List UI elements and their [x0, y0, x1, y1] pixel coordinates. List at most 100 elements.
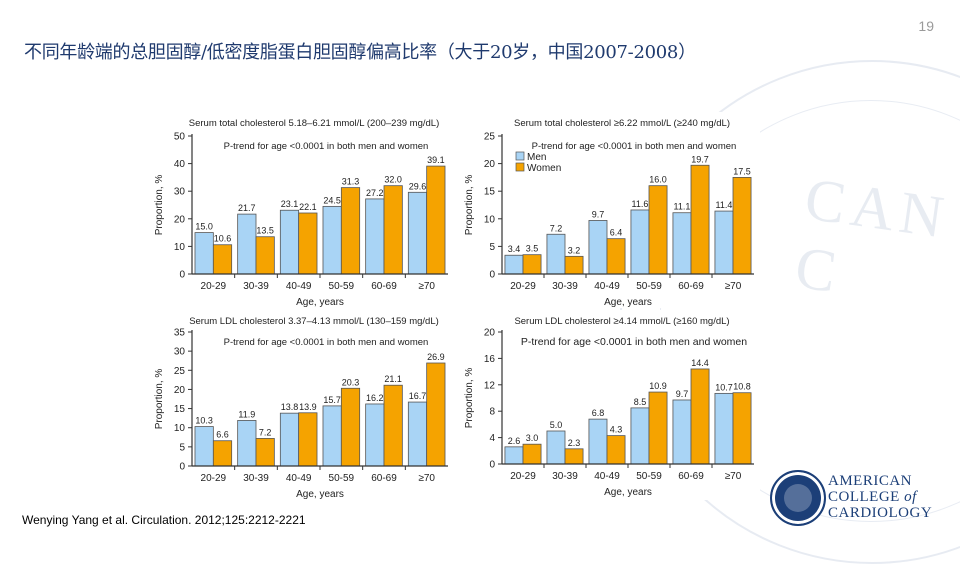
- x-tick-label: 40-49: [594, 471, 620, 482]
- legend-label-men: Men: [527, 152, 546, 163]
- data-label: 8.5: [634, 397, 647, 407]
- logo-line-3: CARDIOLOGY: [828, 505, 933, 521]
- data-label: 23.1: [281, 199, 299, 209]
- bar-women: [298, 412, 318, 467]
- x-tick-label: 20-29: [201, 281, 227, 292]
- bar-men: [322, 405, 342, 467]
- data-label: 22.1: [299, 202, 317, 212]
- x-tick-label: 40-49: [594, 281, 620, 292]
- data-label: 6.6: [216, 430, 229, 440]
- data-label: 19.7: [691, 154, 709, 164]
- bar-men: [630, 407, 650, 465]
- background-watermark-text: CAN C: [791, 165, 954, 306]
- bar-men: [504, 446, 524, 465]
- data-label: 7.2: [550, 223, 563, 233]
- p-trend-annotation: P-trend for age <0.0001 in both men and …: [532, 141, 737, 152]
- data-label: 13.5: [256, 226, 274, 236]
- x-tick-label: 50-59: [636, 281, 662, 292]
- bar-men: [504, 254, 524, 275]
- bar-men: [588, 220, 608, 275]
- data-label: 31.3: [342, 177, 360, 187]
- x-tick-label: 50-59: [329, 473, 355, 484]
- x-tick-label: ≥70: [725, 471, 742, 482]
- x-axis-label: Age, years: [296, 489, 344, 500]
- data-label: 11.9: [238, 409, 255, 419]
- y-tick-label: 0: [179, 270, 185, 281]
- y-tick-label: 25: [174, 366, 186, 377]
- data-label: 5.0: [550, 420, 563, 430]
- data-label: 39.1: [427, 155, 445, 165]
- x-tick-label: 30-39: [243, 281, 269, 292]
- bar-women: [606, 435, 626, 465]
- slide-title: 不同年龄端的总胆固醇/低密度脂蛋白胆固醇偏高比率（大于20岁，中国2007-20…: [24, 42, 696, 63]
- bar-men: [672, 399, 692, 465]
- bar-men: [672, 212, 692, 275]
- data-label: 11.1: [674, 202, 691, 212]
- bar-women: [212, 440, 233, 467]
- chart-ldl-high: Serum LDL cholesterol ≥4.14 mmol/L (≥160…: [460, 310, 760, 500]
- y-tick-label: 30: [174, 187, 186, 198]
- chart-title: Serum total cholesterol ≥6.22 mmol/L (≥2…: [514, 118, 730, 129]
- y-tick-label: 5: [179, 442, 185, 453]
- p-trend-annotation: P-trend for age <0.0001 in both men and …: [224, 141, 429, 152]
- bar-women: [212, 244, 233, 275]
- y-tick-label: 0: [489, 270, 495, 281]
- data-label: 13.9: [299, 402, 317, 412]
- x-tick-label: 20-29: [510, 281, 536, 292]
- bar-men: [714, 210, 734, 275]
- bar-men: [588, 418, 608, 465]
- data-label: 16.0: [649, 175, 667, 185]
- data-label: 10.7: [715, 382, 733, 392]
- legend-swatch-men: [515, 151, 525, 161]
- bar-women: [690, 368, 710, 465]
- bar-men: [714, 392, 734, 465]
- data-label: 7.2: [259, 427, 272, 437]
- y-tick-label: 0: [489, 460, 495, 471]
- bar-women: [298, 212, 318, 275]
- data-label: 14.4: [691, 358, 709, 368]
- y-tick-label: 25: [484, 132, 496, 143]
- y-axis-label: Proportion, %: [464, 175, 475, 236]
- bar-women: [426, 362, 446, 467]
- y-tick-label: 20: [484, 328, 496, 339]
- data-label: 26.9: [427, 352, 445, 362]
- data-label: 10.6: [214, 234, 232, 244]
- logo-line-2-suffix: of: [904, 489, 917, 505]
- bar-women: [690, 164, 710, 275]
- x-tick-label: 60-69: [371, 281, 397, 292]
- citation: Wenying Yang et al. Circulation. 2012;12…: [22, 513, 306, 527]
- chart-svg: Serum LDL cholesterol 3.37–4.13 mmol/L (…: [154, 316, 448, 500]
- chart-svg: Serum LDL cholesterol ≥4.14 mmol/L (≥160…: [464, 316, 754, 498]
- data-label: 16.7: [409, 391, 427, 401]
- y-tick-label: 20: [484, 159, 496, 170]
- bar-women: [606, 238, 626, 275]
- x-axis-label: Age, years: [296, 297, 344, 308]
- logo-line-2: COLLEGE: [828, 489, 900, 505]
- data-label: 9.7: [592, 209, 605, 219]
- y-tick-label: 16: [484, 354, 496, 365]
- bar-men: [279, 412, 300, 467]
- bar-women: [426, 165, 446, 275]
- bar-women: [648, 391, 668, 465]
- y-axis-label: Proportion, %: [464, 368, 475, 429]
- data-label: 13.8: [281, 402, 299, 412]
- bar-women: [564, 448, 584, 465]
- chart-total-cholesterol-borderline: Serum total cholesterol 5.18–6.21 mmol/L…: [150, 112, 460, 308]
- bar-women: [340, 187, 361, 275]
- bar-men: [407, 191, 428, 275]
- x-tick-label: 60-69: [371, 473, 397, 484]
- p-trend-annotation: P-trend for age <0.0001 in both men and …: [224, 337, 429, 348]
- bar-women: [732, 392, 752, 465]
- data-label: 2.6: [508, 436, 521, 446]
- acc-logo: AMERICAN COLLEGE of CARDIOLOGY: [770, 468, 950, 528]
- data-label: 24.5: [323, 195, 341, 205]
- legend-label-women: Women: [527, 163, 561, 174]
- chart-title: Serum LDL cholesterol ≥4.14 mmol/L (≥160…: [514, 316, 729, 327]
- data-label: 29.6: [409, 181, 427, 191]
- chart-title: Serum LDL cholesterol 3.37–4.13 mmol/L (…: [189, 316, 439, 327]
- y-tick-label: 4: [489, 433, 495, 444]
- data-label: 2.3: [568, 438, 581, 448]
- data-label: 15.7: [323, 395, 341, 405]
- y-tick-label: 35: [174, 328, 186, 339]
- x-tick-label: 40-49: [286, 473, 312, 484]
